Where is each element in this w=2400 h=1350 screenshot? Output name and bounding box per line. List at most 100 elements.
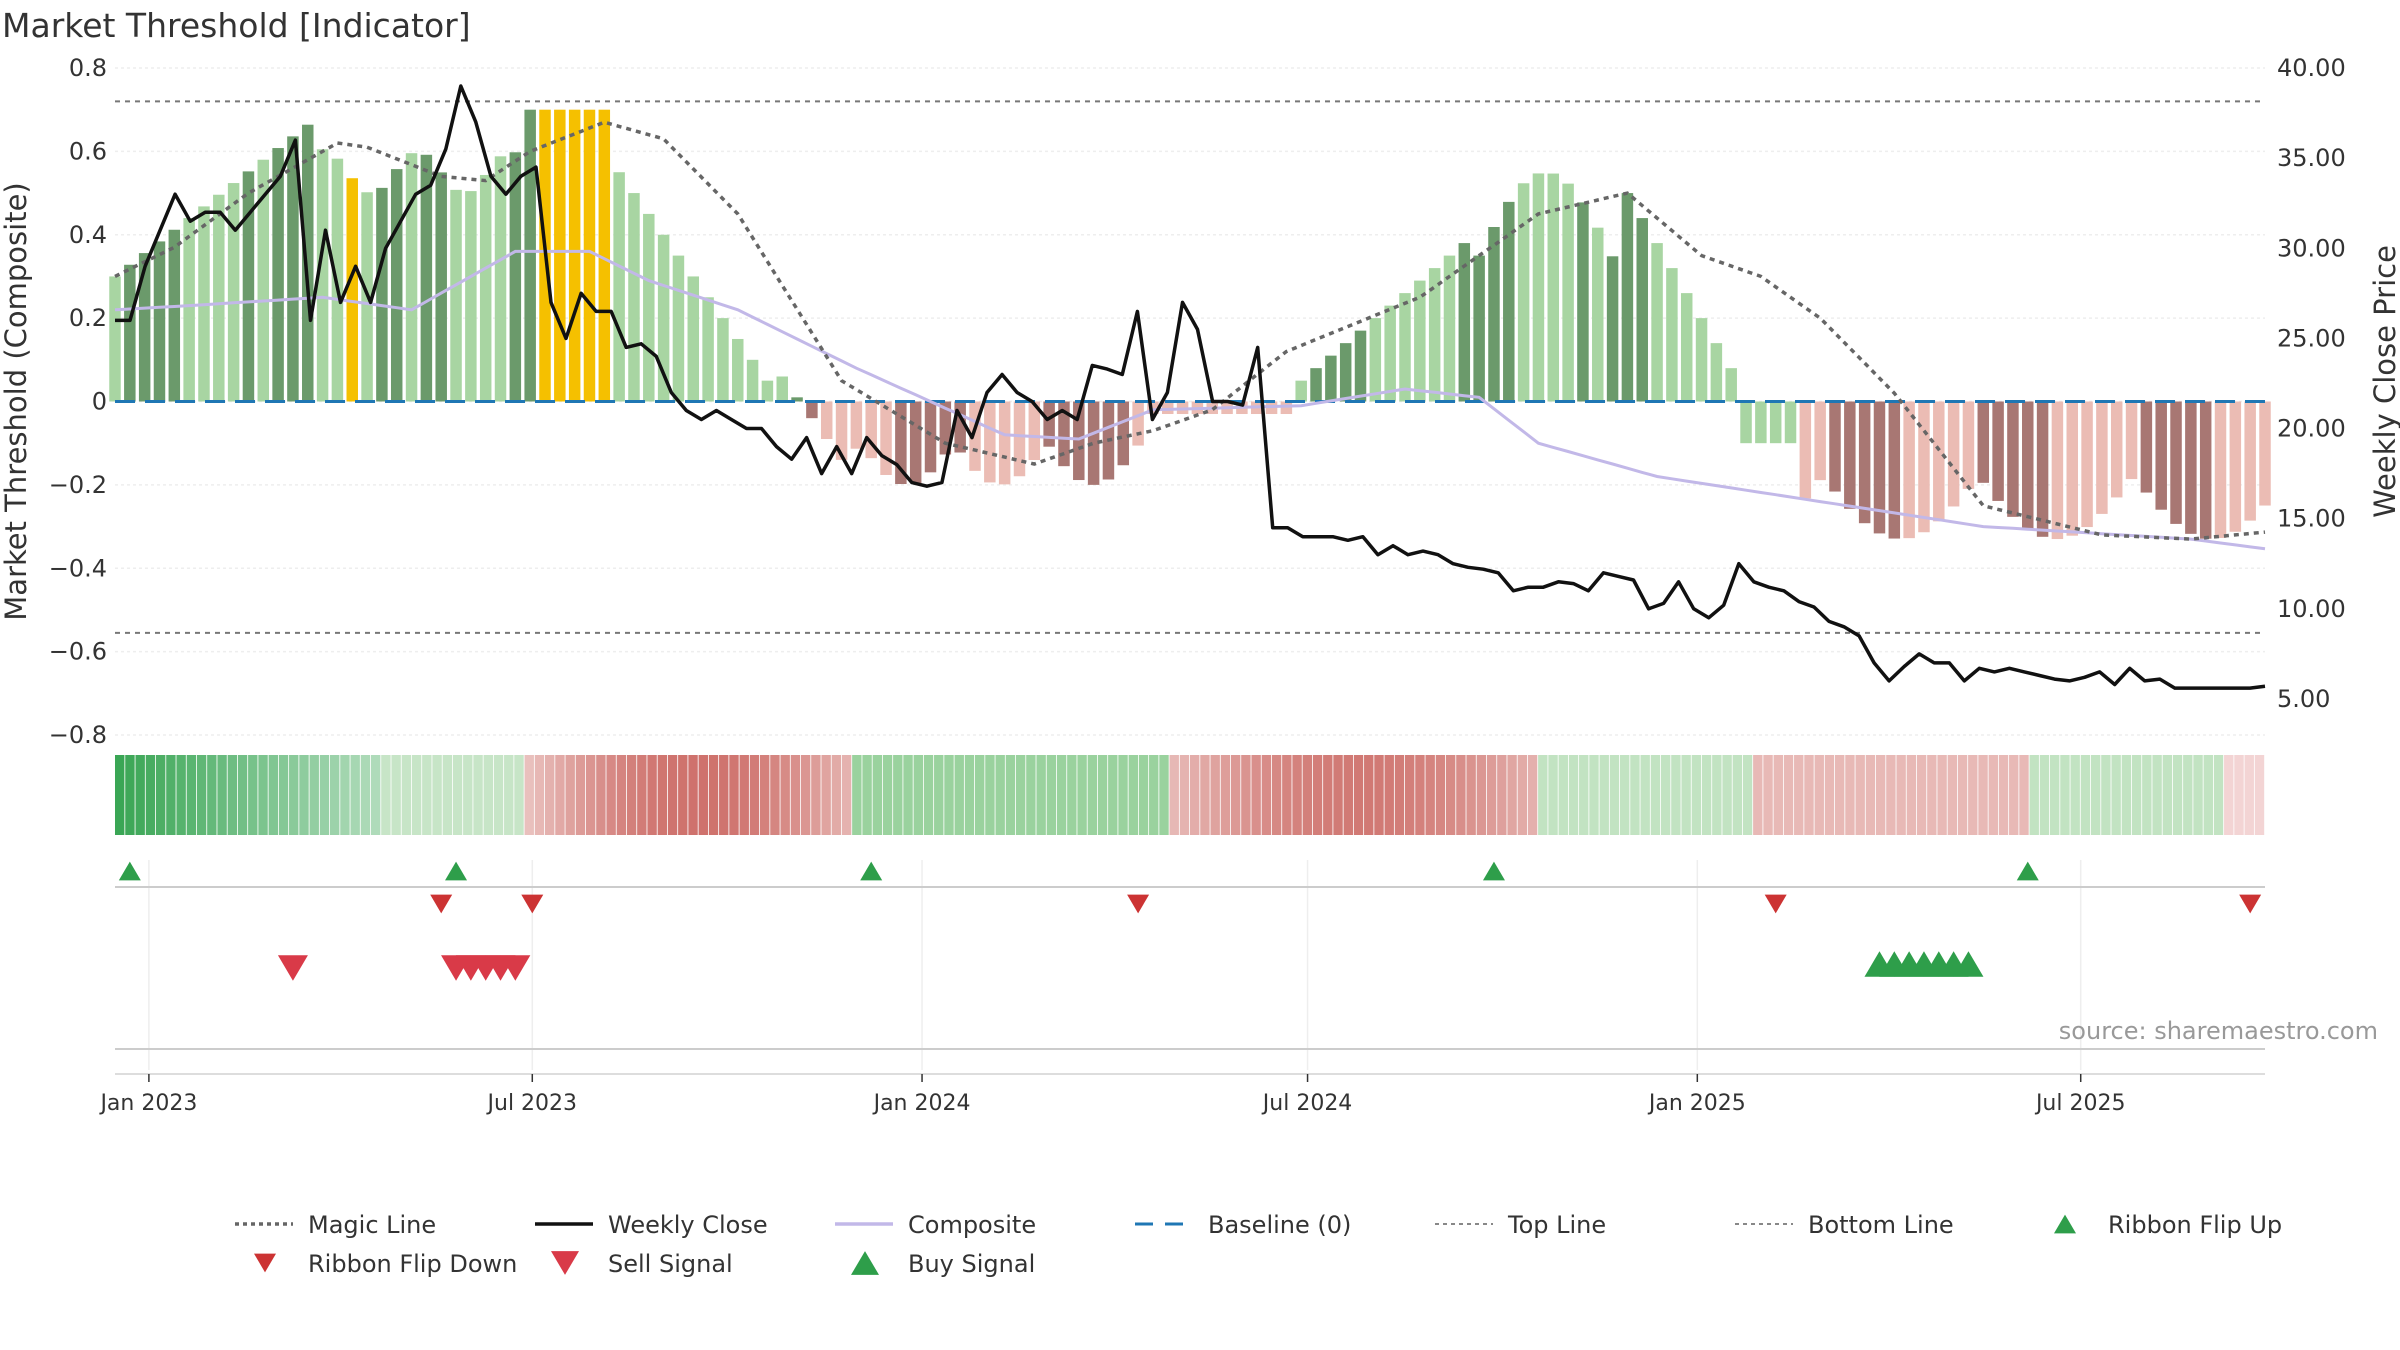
ribbon-flip-down-marker xyxy=(1764,894,1787,914)
composite-bar xyxy=(657,234,670,402)
composite-bar xyxy=(880,401,892,475)
ribbon-cell xyxy=(1364,755,1374,835)
ribbon-cell xyxy=(299,755,309,835)
composite-bar xyxy=(1577,202,1589,402)
composite-bar xyxy=(820,401,833,440)
ribbon-cell xyxy=(2224,755,2234,835)
ribbon-cell xyxy=(1149,755,1159,835)
composite-bar xyxy=(242,171,255,402)
y2-tick-label: 5.00 xyxy=(2277,685,2330,713)
ribbon-cell xyxy=(1968,755,1978,835)
composite-bar xyxy=(1087,401,1100,485)
ribbon-cell xyxy=(1128,755,1138,835)
ribbon-cell xyxy=(217,755,227,835)
ribbon-cell xyxy=(1036,755,1046,835)
ribbon-cell xyxy=(913,755,923,835)
ribbon-cell xyxy=(2070,755,2080,835)
y2-tick-label: 15.00 xyxy=(2277,505,2346,533)
ribbon-cell xyxy=(1824,755,1835,835)
ribbon-cell xyxy=(719,755,729,835)
ribbon-cell xyxy=(2050,755,2060,835)
ribbon-cell xyxy=(166,755,176,835)
composite-bar xyxy=(1384,305,1396,402)
ribbon-flip-up-marker xyxy=(118,861,141,881)
ribbon-cell xyxy=(739,755,749,835)
composite-bar xyxy=(2140,401,2153,493)
ribbon-cell xyxy=(125,755,135,835)
composite-bar xyxy=(732,338,744,402)
ribbon-cell xyxy=(1957,755,1968,835)
ribbon-cell xyxy=(268,755,278,835)
legend-label: Baseline (0) xyxy=(1208,1211,1351,1239)
composite-bar xyxy=(554,109,566,402)
ribbon-cell xyxy=(749,755,760,835)
composite-bar xyxy=(1725,368,1737,402)
ribbon-cell xyxy=(452,755,463,835)
ribbon-cell xyxy=(1558,755,1568,835)
composite-bar xyxy=(672,255,685,402)
composite-bar xyxy=(583,109,596,402)
ribbon-cell xyxy=(381,755,391,835)
composite-bar xyxy=(1947,401,1960,507)
ribbon-cell xyxy=(1200,755,1210,835)
ribbon-cell xyxy=(145,755,156,835)
legend-swatch xyxy=(254,1253,276,1273)
composite-bar xyxy=(1162,401,1174,415)
composite-bar xyxy=(1814,401,1826,481)
composite-bar xyxy=(2096,401,2108,514)
y-tick-label: −0.4 xyxy=(49,554,107,582)
ribbon-cell xyxy=(565,755,575,835)
composite-bar xyxy=(1339,343,1352,402)
ribbon-cell xyxy=(442,755,453,835)
ribbon-cell xyxy=(2203,755,2213,835)
ribbon-cell xyxy=(903,755,913,835)
composite-bar xyxy=(1488,227,1500,402)
ribbon-cell xyxy=(678,755,688,835)
ribbon-cell xyxy=(1108,755,1118,835)
ribbon-cell xyxy=(954,755,964,835)
ribbon-cell xyxy=(1794,755,1804,835)
ribbon-cell xyxy=(1159,755,1169,835)
composite-bar xyxy=(138,253,151,402)
composite-bar xyxy=(272,148,284,402)
composite-bar xyxy=(568,109,581,402)
ribbon-cell xyxy=(647,755,657,835)
composite-bar xyxy=(1399,293,1411,402)
ribbon-cell xyxy=(1538,755,1548,835)
ribbon-cell xyxy=(309,755,319,835)
ribbon-cell xyxy=(237,755,248,835)
legend-swatch xyxy=(851,1251,879,1275)
ribbon-cell xyxy=(319,755,330,835)
ribbon-cell xyxy=(790,755,801,835)
composite-bar xyxy=(1517,183,1530,402)
legend-label: Magic Line xyxy=(308,1211,436,1239)
x-tick-label: Jul 2023 xyxy=(486,1091,578,1116)
ribbon-cell xyxy=(2121,755,2132,835)
composite-bar xyxy=(168,229,181,402)
composite-bar xyxy=(287,136,299,402)
ribbon-cell xyxy=(1978,755,1988,835)
composite-bar xyxy=(2199,401,2212,539)
ribbon-cell xyxy=(1374,755,1384,835)
ribbon-cell xyxy=(1190,755,1200,835)
composite-bar xyxy=(1740,401,1752,444)
composite-bar xyxy=(316,149,329,402)
y-tick-label: 0 xyxy=(92,388,107,416)
ribbon-cell xyxy=(1568,755,1579,835)
ribbon-cell xyxy=(882,755,893,835)
source-label: source: sharemaestro.com xyxy=(2059,1017,2378,1045)
ribbon-cell xyxy=(1026,755,1036,835)
ribbon-cell xyxy=(493,755,504,835)
magic-line xyxy=(114,120,2266,541)
composite-bar xyxy=(390,169,403,402)
ribbon-cell xyxy=(524,755,534,835)
composite-bar xyxy=(687,276,700,402)
composite-bar xyxy=(835,401,848,460)
ribbon-cell xyxy=(893,755,903,835)
ribbon-cell xyxy=(2131,755,2142,835)
ribbon-cell xyxy=(1251,755,1261,835)
ribbon-cell xyxy=(1302,755,1313,835)
composite-bar xyxy=(2066,401,2078,536)
y2-tick-label: 40.00 xyxy=(2277,54,2346,82)
composite-bar xyxy=(1695,318,1708,402)
